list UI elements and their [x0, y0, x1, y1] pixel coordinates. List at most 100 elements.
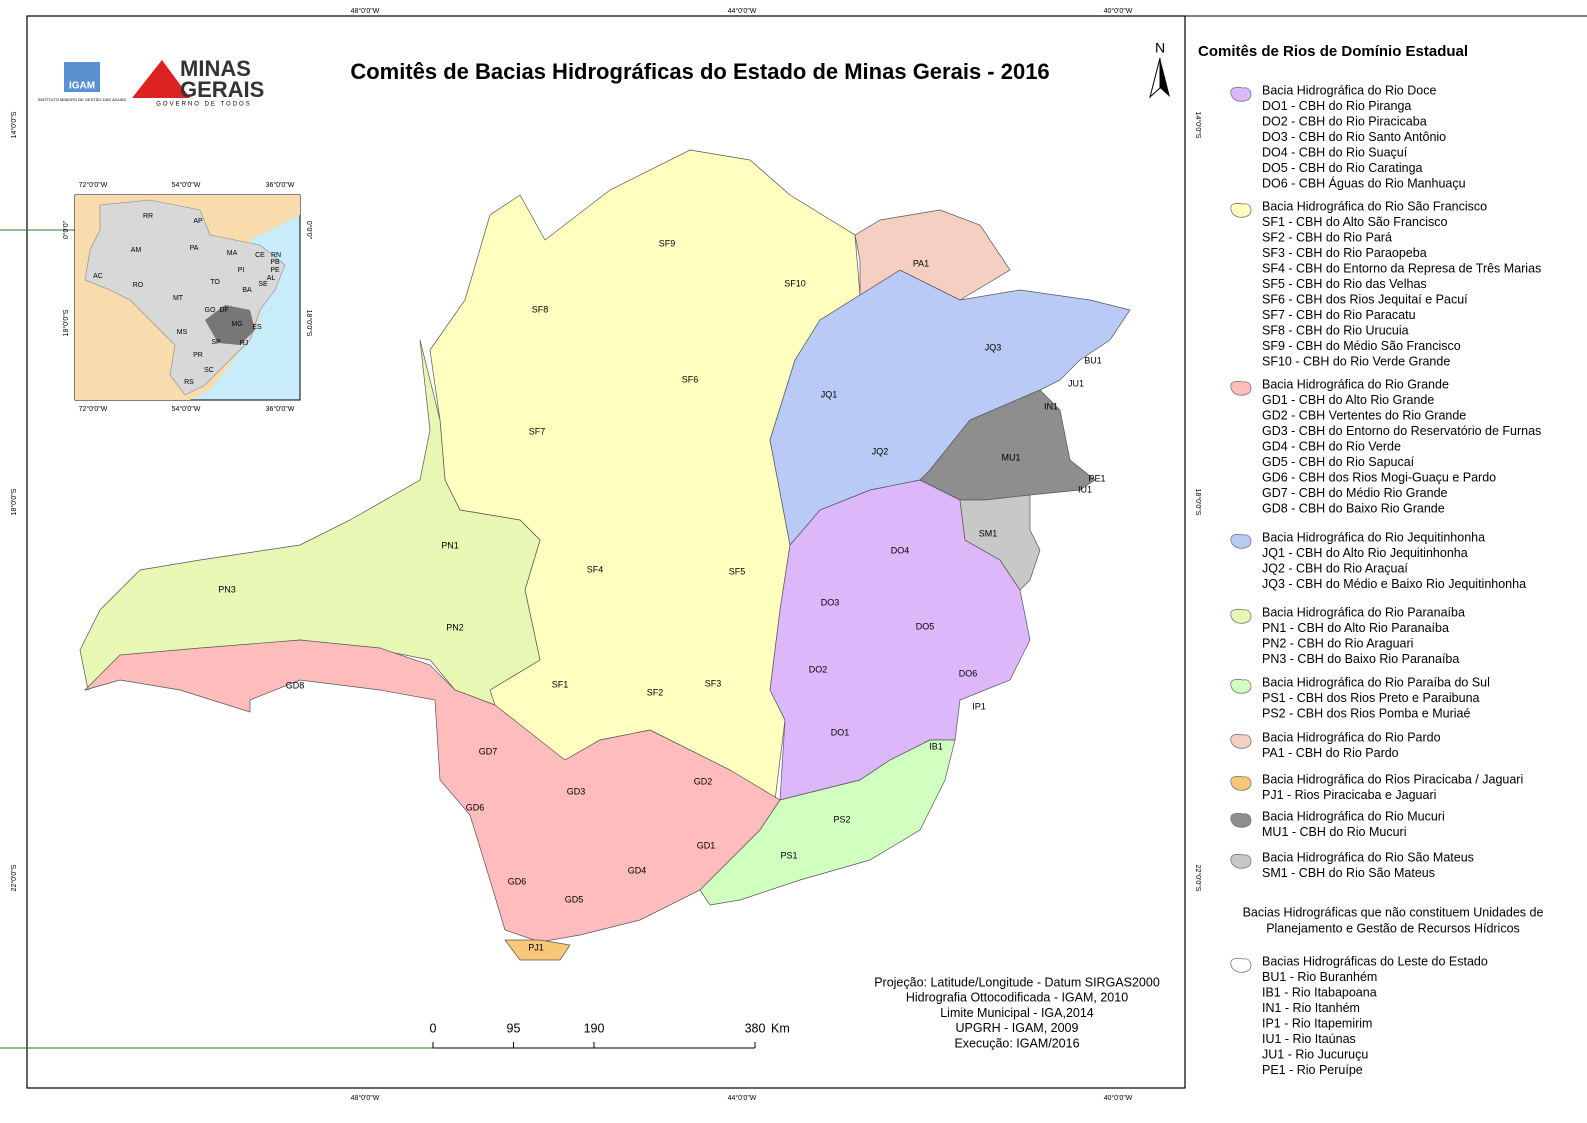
legend-item: GD7 - CBH do Médio Rio Grande: [1262, 486, 1448, 500]
legend-item: PS2 - CBH dos Rios Pomba e Muriaé: [1262, 706, 1470, 720]
legend-item: SF9 - CBH do Médio São Francisco: [1262, 339, 1461, 353]
legend-item: SF3 - CBH do Rio Paraopeba: [1262, 246, 1427, 260]
region-label: PN1: [441, 540, 459, 550]
legend-item: JU1 - Rio Jucuruçu: [1262, 1047, 1368, 1061]
map-title: Comitês de Bacias Hidrográficas do Estad…: [350, 59, 1049, 84]
region-label: PS1: [780, 850, 797, 860]
legend-item: IP1 - Rio Itapemirim: [1262, 1016, 1372, 1030]
region-label: SF6: [682, 374, 699, 384]
region-label: JQ3: [985, 342, 1002, 352]
scale-label: 190: [584, 1021, 605, 1035]
region-label: IU1: [1078, 484, 1092, 494]
scale-unit: Km: [771, 1021, 790, 1035]
legend-item: IU1 - Rio Itaúnas: [1262, 1032, 1356, 1046]
region-label: SM1: [979, 528, 998, 538]
legend-item: IN1 - Rio Itanhém: [1262, 1001, 1360, 1015]
legend-item: SF7 - CBH do Rio Paracatu: [1262, 308, 1416, 322]
region-label: GD1: [697, 840, 716, 850]
north-arrow: N: [1149, 40, 1170, 99]
longitude-label: 48°0'0"W: [351, 7, 380, 15]
logos: IGAM INSTITUTO MINEIRO DE GESTÃO DAS ÁGU…: [38, 56, 264, 108]
region-label: JU1: [1068, 378, 1084, 388]
state-label: RO: [133, 282, 144, 289]
legend-swatch: [1230, 812, 1252, 828]
region-label: SF1: [552, 679, 569, 689]
legend-group-title: Bacia Hidrográfica do Rio Doce: [1262, 83, 1436, 97]
latitude-label: 22°0'0"S: [1194, 865, 1202, 892]
mg-logo-slogan: GOVERNO DE TODOS: [156, 102, 251, 108]
region-label: GD2: [694, 776, 713, 786]
legend-item: MU1 - CBH do Rio Mucuri: [1262, 825, 1406, 839]
basin-area: [504, 939, 571, 961]
region-label: IN1: [1044, 401, 1058, 411]
legend-item: SF6 - CBH dos Rios Jequitaí e Pacuí: [1262, 292, 1468, 306]
legend-item: IB1 - Rio Itabapoana: [1262, 985, 1377, 999]
legend-item: GD4 - CBH do Rio Verde: [1262, 439, 1401, 453]
mg-logo-gerais: GERAIS: [180, 77, 264, 102]
legend-item: DO5 - CBH do Rio Caratinga: [1262, 161, 1423, 175]
region-label: DO1: [831, 727, 850, 737]
legend-item: DO4 - CBH do Rio Suaçuí: [1262, 145, 1408, 159]
legend-note: Planejamento e Gestão de Recursos Hídric…: [1266, 921, 1520, 935]
legend-group-title: Bacia Hidrográfica do Rio Mucuri: [1262, 809, 1445, 823]
latitude-label: 14°0'0"S: [1194, 112, 1202, 139]
legend-swatch: [1230, 775, 1252, 791]
legend-item: PE1 - Rio Peruípe: [1262, 1063, 1363, 1077]
legend-swatch: [1230, 380, 1252, 396]
igam-sub: INSTITUTO MINEIRO DE GESTÃO DAS ÁGUAS: [38, 97, 126, 102]
legend-swatch: [1230, 853, 1252, 869]
legend-item: GD6 - CBH dos Rios Mogi-Guaçu e Pardo: [1262, 470, 1496, 484]
inset-map: 72°0'0"W 72°0'0"W 54°0'0"W 54°0'0"W 36°0'0"W…: [62, 181, 313, 413]
region-label: GD3: [567, 786, 586, 796]
inset-lon-label: 36°0'0"W: [266, 405, 295, 413]
region-label: SF9: [659, 238, 676, 248]
state-label: AL: [267, 275, 276, 282]
inset-brazil: [84, 199, 286, 396]
legend-item: PN3 - CBH do Baixo Rio Paranaíba: [1262, 652, 1459, 666]
region-label: JQ1: [821, 389, 838, 399]
credit-line: Execução: IGAM/2016: [954, 1036, 1079, 1050]
state-label: RN: [271, 252, 281, 259]
state-label: BA: [242, 287, 252, 294]
state-label: MS: [177, 329, 188, 336]
longitude-label: 40°0'0"W: [1104, 7, 1133, 15]
legend-swatch: [1230, 533, 1252, 549]
legend-item: DO3 - CBH do Rio Santo Antônio: [1262, 130, 1446, 144]
region-label: SF5: [729, 566, 746, 576]
legend-item: GD3 - CBH do Entorno do Reservatório de …: [1262, 424, 1541, 438]
scale-label: 0: [430, 1021, 437, 1035]
region-label: PN3: [218, 584, 236, 594]
legend: Comitês de Rios de Domínio Estadual Baci…: [1198, 43, 1543, 1077]
legend-item: SF5 - CBH do Rio das Velhas: [1262, 277, 1427, 291]
inset-lon-label: 54°0'0"W: [172, 181, 201, 189]
region-label: SF7: [529, 426, 546, 436]
region-label: PN2: [446, 622, 464, 632]
legend-group-title: Bacia Hidrográfica do Rio Paranaíba: [1262, 605, 1465, 619]
longitude-label: 44°0'0"W: [728, 1094, 757, 1102]
legend-item: PN1 - CBH do Alto Rio Paranaíba: [1262, 621, 1449, 635]
legend-swatch: [1230, 957, 1252, 973]
state-label: RR: [143, 213, 153, 220]
state-label: SP: [211, 339, 221, 346]
north-label: N: [1155, 40, 1165, 56]
region-label: PS2: [833, 814, 850, 824]
legend-item: PN2 - CBH do Rio Araguari: [1262, 636, 1413, 650]
legend-item: PA1 - CBH do Rio Pardo: [1262, 746, 1399, 760]
region-label: MU1: [1001, 452, 1020, 462]
region-label: PA1: [913, 258, 929, 268]
inset-lon-label: 72°0'0"W: [79, 405, 108, 413]
mg-logo-mark: [132, 60, 190, 98]
state-label: AM: [131, 247, 142, 254]
basin-area: [699, 739, 956, 906]
legend-item: JQ1 - CBH do Alto Rio Jequitinhonha: [1262, 546, 1468, 560]
latitude-label: 14°0'0"S: [10, 111, 18, 138]
region-label: DO6: [959, 668, 978, 678]
legend-heading: Comitês de Rios de Domínio Estadual: [1198, 43, 1468, 60]
inset-lon-label: 36°0'0"W: [266, 181, 295, 189]
scale-bar: 0 95 190 380 Km: [430, 1021, 790, 1049]
latitude-label: 18°0'0"S: [1194, 489, 1202, 516]
basin-area: [959, 494, 1041, 591]
region-label: DO5: [916, 621, 935, 631]
region-label: GD6: [508, 876, 527, 886]
legend-item: PJ1 - Rios Piracicaba e Jaguari: [1262, 788, 1436, 802]
